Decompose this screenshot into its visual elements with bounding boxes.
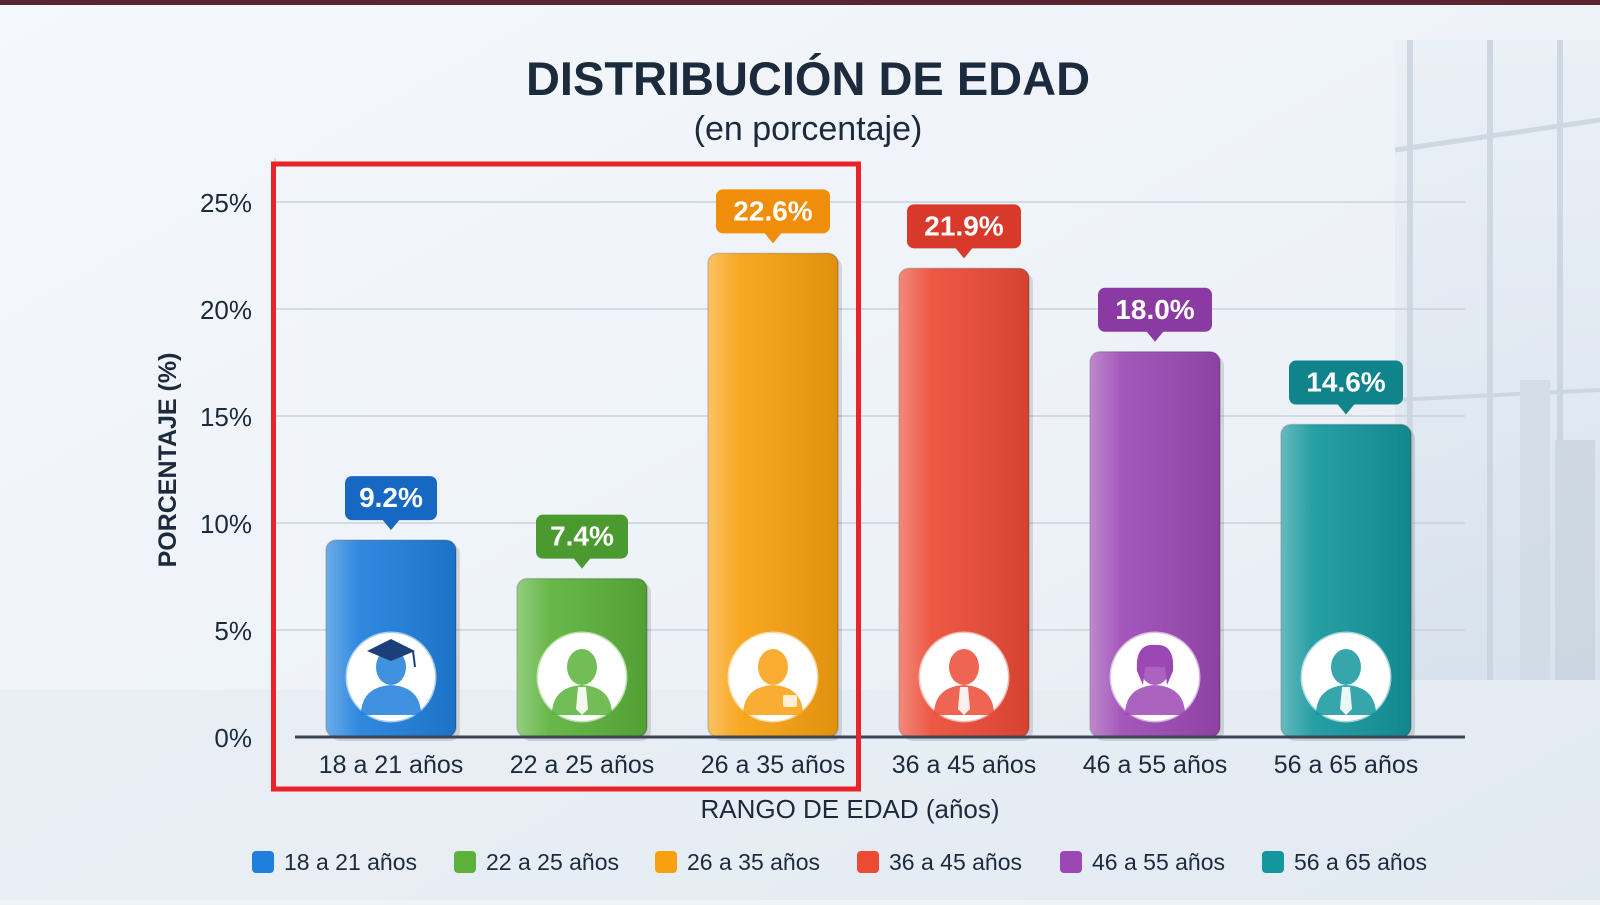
x-axis-label: RANGO DE EDAD (años) — [700, 794, 999, 824]
x-tick-label: 22 a 25 años — [510, 751, 655, 779]
legend-swatch — [655, 851, 677, 873]
man-tie-icon — [918, 631, 1010, 723]
value-label-text: 9.2% — [359, 482, 423, 513]
value-label: 18.0% — [1098, 287, 1212, 342]
value-label-pointer — [764, 232, 782, 244]
young-man-icon — [536, 631, 628, 723]
y-tick-label: 5% — [214, 616, 252, 646]
value-label-bubble — [1098, 287, 1212, 332]
value-label-bubble — [907, 204, 1021, 249]
legend-label: 26 a 35 años — [687, 849, 820, 875]
bar-group: 18.0% — [1089, 287, 1224, 741]
chart-subtitle: (en porcentaje) — [694, 110, 923, 148]
value-label: 9.2% — [345, 476, 437, 531]
value-label: 22.6% — [716, 189, 830, 244]
y-axis-ticks: 0% 5% 10% 15% 20% 25% — [200, 188, 252, 753]
value-label-bubble — [536, 514, 628, 559]
legend-label: 22 a 25 años — [486, 849, 619, 875]
legend-swatch — [1060, 851, 1082, 873]
value-label-text: 7.4% — [550, 521, 614, 552]
value-label: 7.4% — [536, 514, 628, 569]
graduate-person-icon — [345, 631, 437, 723]
value-label-pointer — [1337, 403, 1355, 415]
man-icon — [727, 631, 819, 723]
value-label-text: 21.9% — [924, 210, 1003, 241]
top-strip — [0, 0, 1600, 5]
bar-group: 7.4% — [516, 514, 651, 741]
value-label-bubble — [345, 476, 437, 521]
older-man-icon — [1300, 631, 1392, 723]
y-tick-label: 10% — [200, 509, 252, 539]
legend-label: 18 a 21 años — [284, 849, 417, 875]
legend-item: 26 a 35 años — [655, 849, 820, 875]
legend: 18 a 21 años 22 a 25 años 26 a 35 años 36 a… — [252, 849, 1427, 875]
x-axis-ticks: 18 a 21 años 22 a 25 años 26 a 35 años 36 a… — [319, 751, 1419, 779]
bar-gloss — [1090, 351, 1220, 737]
bar-group: 21.9% — [898, 204, 1033, 741]
legend-item: 46 a 55 años — [1060, 849, 1225, 875]
highlight-box — [271, 161, 861, 792]
legend-item: 36 a 45 años — [857, 849, 1022, 875]
legend-label: 46 a 55 años — [1092, 849, 1225, 875]
y-axis-label: PORCENTAJE (%) — [154, 353, 182, 568]
office-window-backdrop — [1394, 40, 1600, 680]
x-tick-label: 18 a 21 años — [319, 751, 464, 779]
y-tick-label: 15% — [200, 402, 252, 432]
legend-swatch — [252, 851, 274, 873]
y-tick-label: 25% — [200, 188, 252, 218]
woman-icon — [1109, 631, 1201, 723]
legend-item: 56 a 65 años — [1262, 849, 1427, 875]
value-label-text: 18.0% — [1115, 294, 1194, 325]
value-label-text: 14.6% — [1306, 367, 1385, 398]
bar-gloss — [708, 253, 838, 738]
chart-title: DISTRIBUCIÓN DE EDAD — [526, 52, 1090, 105]
value-label-text: 22.6% — [733, 195, 812, 226]
bar-group: 22.6% — [707, 189, 842, 741]
x-tick-label: 26 a 35 años — [701, 751, 846, 779]
legend-label: 36 a 45 años — [889, 849, 1022, 875]
legend-item: 22 a 25 años — [454, 849, 619, 875]
x-tick-label: 56 a 65 años — [1274, 751, 1419, 779]
x-tick-label: 46 a 55 años — [1083, 751, 1228, 779]
legend-label: 56 a 65 años — [1294, 849, 1427, 875]
legend-swatch — [1262, 851, 1284, 873]
bar-group: 9.2% — [325, 476, 460, 741]
y-tick-label: 0% — [214, 723, 252, 753]
value-label-pointer — [955, 247, 973, 259]
value-label-bubble — [1289, 360, 1403, 405]
x-tick-label: 36 a 45 años — [892, 751, 1037, 779]
value-label-bubble — [716, 189, 830, 234]
bar-group: 14.6% — [1280, 360, 1415, 741]
gridlines — [274, 158, 1465, 737]
value-label-pointer — [573, 557, 591, 569]
value-label: 14.6% — [1289, 360, 1403, 415]
bars: 9.2% 7.4% 22.6% 21.9% 18.0% 14.6% — [325, 189, 1415, 741]
legend-swatch — [857, 851, 879, 873]
legend-item: 18 a 21 años — [252, 849, 417, 875]
value-label-pointer — [382, 519, 400, 531]
bar-gloss — [899, 268, 1029, 737]
value-label: 21.9% — [907, 204, 1021, 259]
y-tick-label: 20% — [200, 295, 252, 325]
value-label-pointer — [1146, 330, 1164, 342]
legend-swatch — [454, 851, 476, 873]
